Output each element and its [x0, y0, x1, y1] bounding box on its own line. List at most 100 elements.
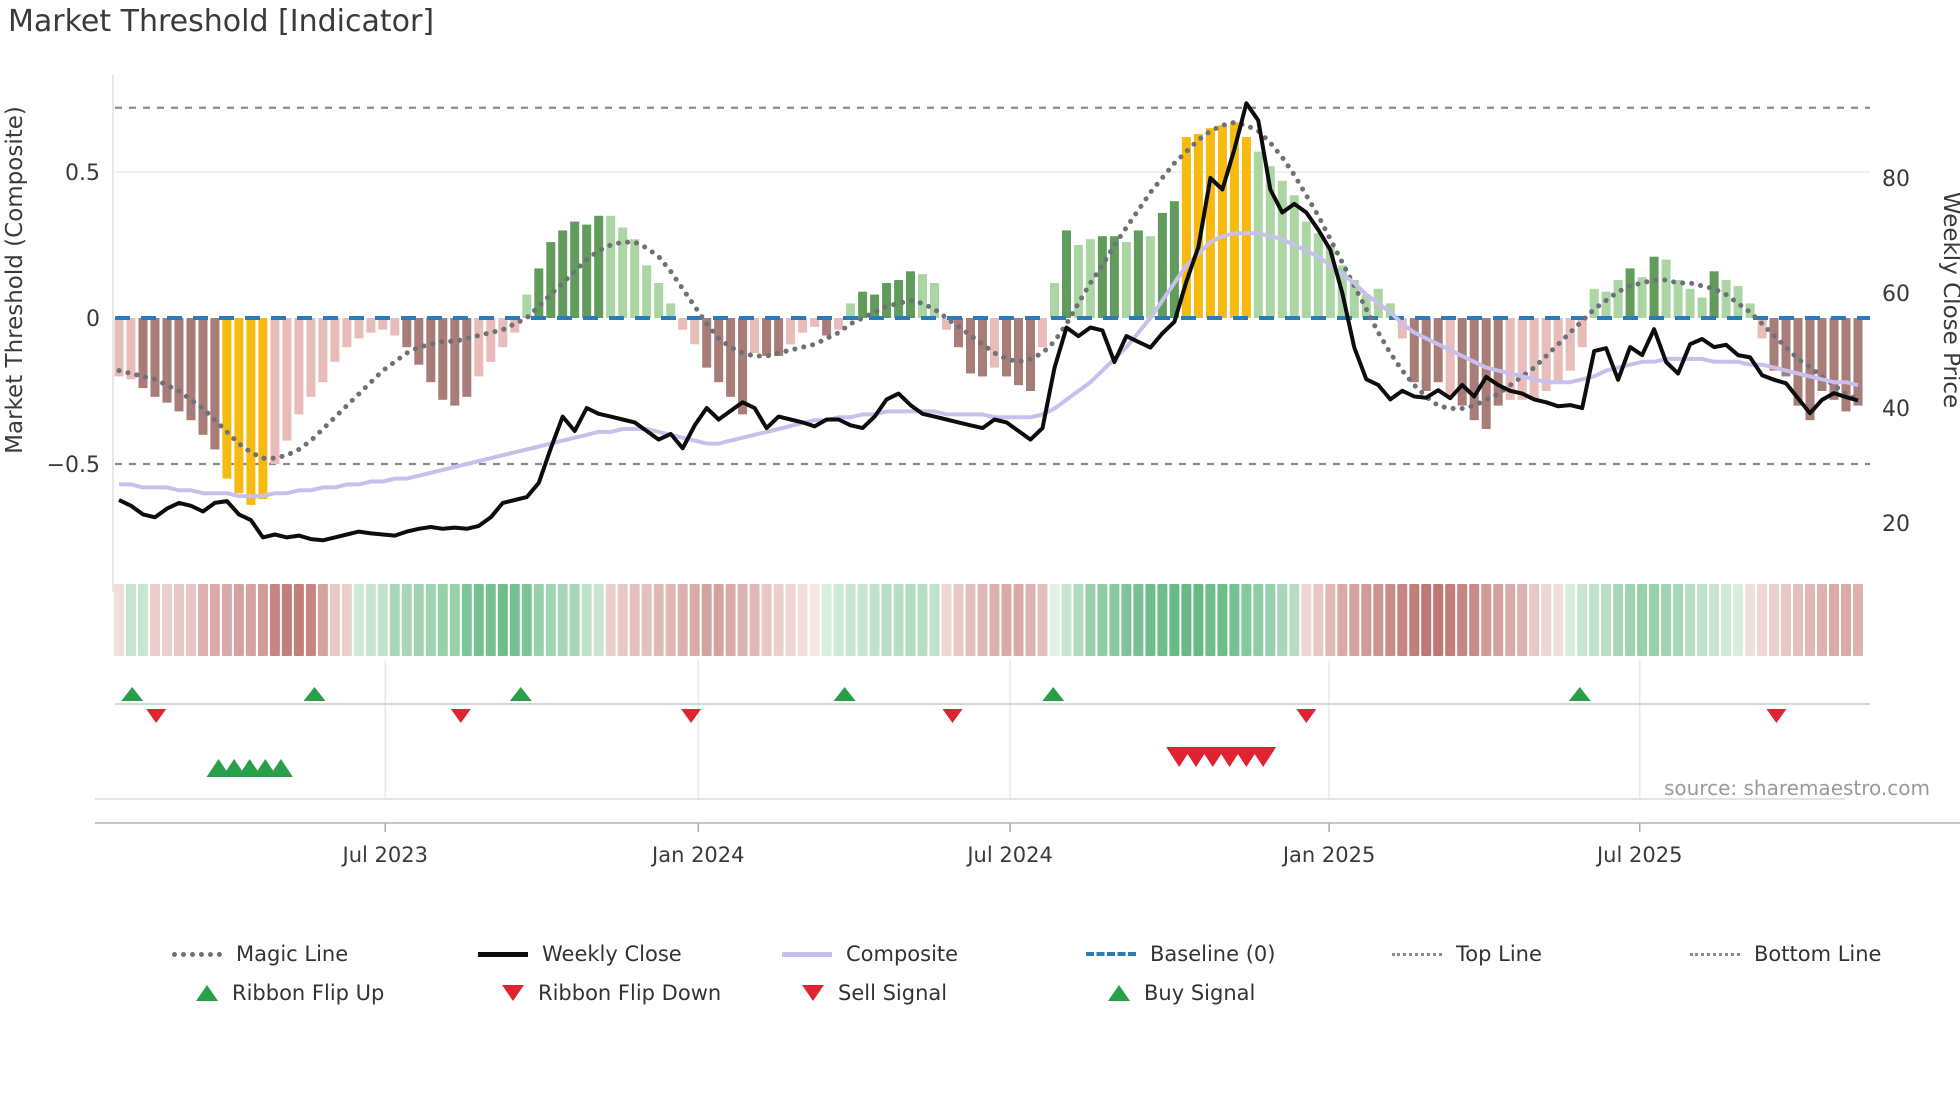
- ribbon-bar: [1109, 584, 1120, 656]
- ribbon-bar: [413, 584, 424, 656]
- x-axis-tick-label: Jan 2025: [1281, 843, 1376, 867]
- ribbon-bar: [1289, 584, 1300, 656]
- ribbon-bar: [1829, 584, 1839, 656]
- threshold-bar: [1133, 230, 1143, 318]
- threshold-bar: [1229, 122, 1239, 319]
- threshold-bar: [870, 294, 880, 318]
- ribbon-bar: [809, 584, 820, 656]
- ribbon-bar: [1697, 584, 1708, 656]
- legend-label: Composite: [846, 942, 959, 966]
- right-axis-label: Weekly Close Price: [1938, 192, 1960, 408]
- ribbon-bar: [1589, 584, 1600, 656]
- ribbon-bar: [1085, 584, 1096, 656]
- ribbon-bar: [761, 584, 772, 656]
- ribbon-bar: [1613, 584, 1624, 656]
- ribbon-bar: [1157, 584, 1168, 656]
- ribbon-bar: [1649, 584, 1660, 656]
- ribbon-flip-up-marker: [833, 687, 856, 701]
- threshold-bar: [954, 318, 963, 348]
- ribbon-bar: [701, 584, 712, 656]
- ribbon-bar: [797, 584, 808, 656]
- top-line-swatch-icon: [1392, 952, 1442, 956]
- right-axis-tick: 20: [1882, 512, 1910, 537]
- ribbon-bar: [1361, 584, 1372, 656]
- legend-label: Magic Line: [236, 942, 349, 966]
- ribbon-bar: [1433, 584, 1444, 656]
- ribbon-bar: [233, 584, 244, 656]
- threshold-bar: [1829, 318, 1839, 400]
- composite-line: [119, 231, 1859, 499]
- ribbon-bar: [953, 584, 964, 656]
- ribbon-bar: [114, 584, 124, 656]
- sell-signal-marker: [1233, 747, 1260, 767]
- ribbon-flip-down-marker: [1766, 709, 1787, 723]
- ribbon-bar: [845, 584, 856, 656]
- threshold-bar: [1169, 201, 1179, 318]
- threshold-bar: [1505, 318, 1515, 400]
- buy-signal-marker: [206, 759, 231, 777]
- threshold-bar: [1841, 318, 1851, 412]
- ribbon-bar: [1817, 584, 1827, 656]
- baseline-swatch-icon: [1086, 952, 1136, 956]
- threshold-bar: [1265, 166, 1275, 318]
- threshold-bar: [750, 318, 760, 353]
- ribbon-bar: [1349, 584, 1360, 656]
- ribbon-bar: [941, 584, 952, 656]
- threshold-bar: [990, 318, 999, 368]
- threshold-bar: [1553, 318, 1563, 383]
- ribbon-bar: [126, 584, 136, 656]
- threshold-bar: [354, 318, 364, 339]
- threshold-bar: [1721, 280, 1731, 318]
- right-axis: 80 60 40 20 Weekly Close Price: [1882, 167, 1960, 537]
- buy-signal-marker: [268, 759, 293, 777]
- ribbon-bar: [617, 584, 628, 656]
- ribbon-bar: [1661, 584, 1672, 656]
- threshold-bar: [1685, 288, 1695, 318]
- ribbon-flip-down-marker: [146, 709, 167, 723]
- threshold-bar: [1805, 318, 1815, 421]
- legend-label: Buy Signal: [1144, 981, 1256, 1005]
- ribbon-flip-up-marker: [303, 687, 326, 701]
- threshold-bar: [174, 318, 184, 412]
- ribbon-bar: [341, 584, 352, 656]
- ribbon-bar: [581, 584, 592, 656]
- threshold-bar: [1205, 128, 1215, 318]
- ribbon-bar: [449, 584, 460, 656]
- left-axis-tick: −0.5: [47, 453, 100, 478]
- threshold-bar: [1733, 285, 1743, 318]
- threshold-bar: [258, 318, 268, 499]
- threshold-bar: [234, 318, 244, 494]
- bottom-line-swatch-icon: [1690, 952, 1740, 956]
- threshold-bar: [906, 271, 915, 318]
- threshold-bar: [402, 318, 412, 348]
- ribbon-flip-up-marker: [509, 687, 532, 701]
- ribbon-bar: [1325, 584, 1336, 656]
- threshold-bar: [1073, 245, 1083, 318]
- ribbon-bar: [1493, 584, 1504, 656]
- threshold-bar: [738, 318, 748, 415]
- ribbon-bar: [1793, 584, 1803, 656]
- ribbon-flip-down-marker: [681, 709, 702, 723]
- ribbon-bar: [1733, 584, 1744, 656]
- ribbon-bar: [1409, 584, 1420, 656]
- ribbon-bar: [1205, 584, 1216, 656]
- legend-label: Sell Signal: [838, 981, 948, 1005]
- ribbon-bar: [869, 584, 880, 656]
- ribbon-bar: [677, 584, 688, 656]
- threshold-bar: [1062, 230, 1071, 318]
- threshold-bar: [1050, 283, 1059, 318]
- legend-label: Bottom Line: [1754, 942, 1882, 966]
- threshold-bar: [1853, 318, 1863, 406]
- ribbon-bar: [917, 584, 928, 656]
- ribbon-bar: [1769, 584, 1779, 656]
- ribbon-bar: [1097, 584, 1108, 656]
- threshold-bar: [1026, 318, 1035, 391]
- ribbon-bar: [1469, 584, 1480, 656]
- ribbon-bar: [521, 584, 532, 656]
- ribbon-bar: [198, 584, 208, 656]
- ribbon-bar: [1061, 584, 1072, 656]
- threshold-bar: [1517, 318, 1527, 400]
- threshold-bar: [834, 318, 844, 330]
- ribbon-bar: [1709, 584, 1720, 656]
- ribbon-bar: [893, 584, 904, 656]
